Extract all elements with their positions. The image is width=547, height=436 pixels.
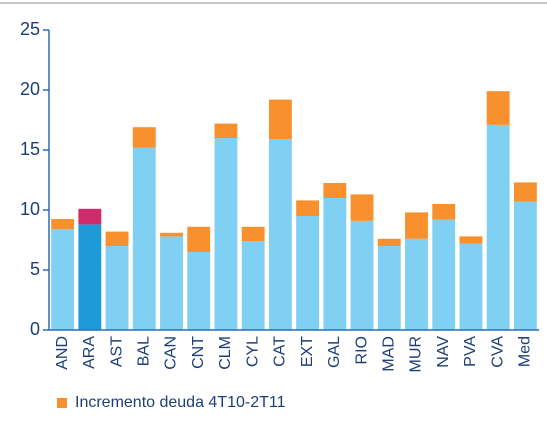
bar-segment <box>459 236 483 244</box>
x-tick-label: AND <box>54 336 71 370</box>
bar-segment <box>78 208 102 225</box>
bar-segment <box>187 252 211 330</box>
bar-segment <box>78 224 102 330</box>
bar-segment <box>160 236 183 330</box>
x-tick-label: PVA <box>462 336 479 367</box>
bar-segment <box>350 194 374 221</box>
bar-segment <box>51 219 75 230</box>
x-tick-label: CVA <box>489 336 506 368</box>
bar-segment <box>432 204 456 220</box>
bar-segment <box>132 127 156 148</box>
bar-segment <box>241 226 265 242</box>
y-tick-label: 0 <box>30 319 40 339</box>
x-tick-label: MUR <box>408 336 425 372</box>
bar-segment <box>296 216 320 330</box>
y-tick-label: 5 <box>30 259 40 279</box>
y-tick-label: 15 <box>20 139 40 159</box>
y-tick-label: 20 <box>20 79 40 99</box>
bar-segment <box>187 226 211 252</box>
x-tick-label: EXT <box>299 336 316 367</box>
x-tick-label: RIO <box>353 336 370 364</box>
bar-segment <box>405 238 428 330</box>
bar-segment <box>323 198 347 330</box>
x-tick-label: GAL <box>326 336 343 368</box>
x-tick-label: CYL <box>244 336 261 367</box>
bar-segment <box>486 91 510 125</box>
x-tick-label: NAV <box>435 336 452 368</box>
bar-segment <box>350 220 374 330</box>
bar-segment <box>377 238 401 246</box>
bar-segment <box>214 138 238 330</box>
bar-segment <box>486 124 510 330</box>
y-tick-label: 25 <box>20 19 40 39</box>
x-tick-label: CAT <box>272 336 289 367</box>
legend-label: Incremento deuda 4T10-2T11 <box>75 394 286 411</box>
bar-segment <box>323 183 347 198</box>
bar-segment <box>214 123 238 138</box>
bar-segment <box>51 229 75 330</box>
bar-segment <box>132 147 156 330</box>
bar-segment <box>513 201 537 330</box>
bar-segment <box>105 246 129 330</box>
x-tick-label: MAD <box>380 336 397 372</box>
bar-segment <box>459 243 483 330</box>
bar-segment <box>405 212 428 239</box>
bar-segment <box>513 182 537 202</box>
y-tick-label: 10 <box>20 199 40 219</box>
bar-segment <box>296 200 320 216</box>
x-tick-label: Med <box>517 336 534 367</box>
legend-swatch <box>57 398 67 408</box>
bar-segment <box>377 246 401 330</box>
bar-segment <box>432 219 456 330</box>
bar-segment <box>160 232 183 237</box>
x-tick-label: ARA <box>81 336 98 369</box>
bar-segment <box>268 139 292 330</box>
x-tick-label: AST <box>108 336 125 367</box>
x-tick-label: CAN <box>163 336 180 370</box>
x-tick-label: CNT <box>190 336 207 369</box>
x-tick-label: BAL <box>135 336 152 366</box>
x-tick-label: CLM <box>217 336 234 370</box>
bar-segment <box>241 241 265 330</box>
bar-segment <box>105 231 129 246</box>
bar-segment <box>268 99 292 140</box>
